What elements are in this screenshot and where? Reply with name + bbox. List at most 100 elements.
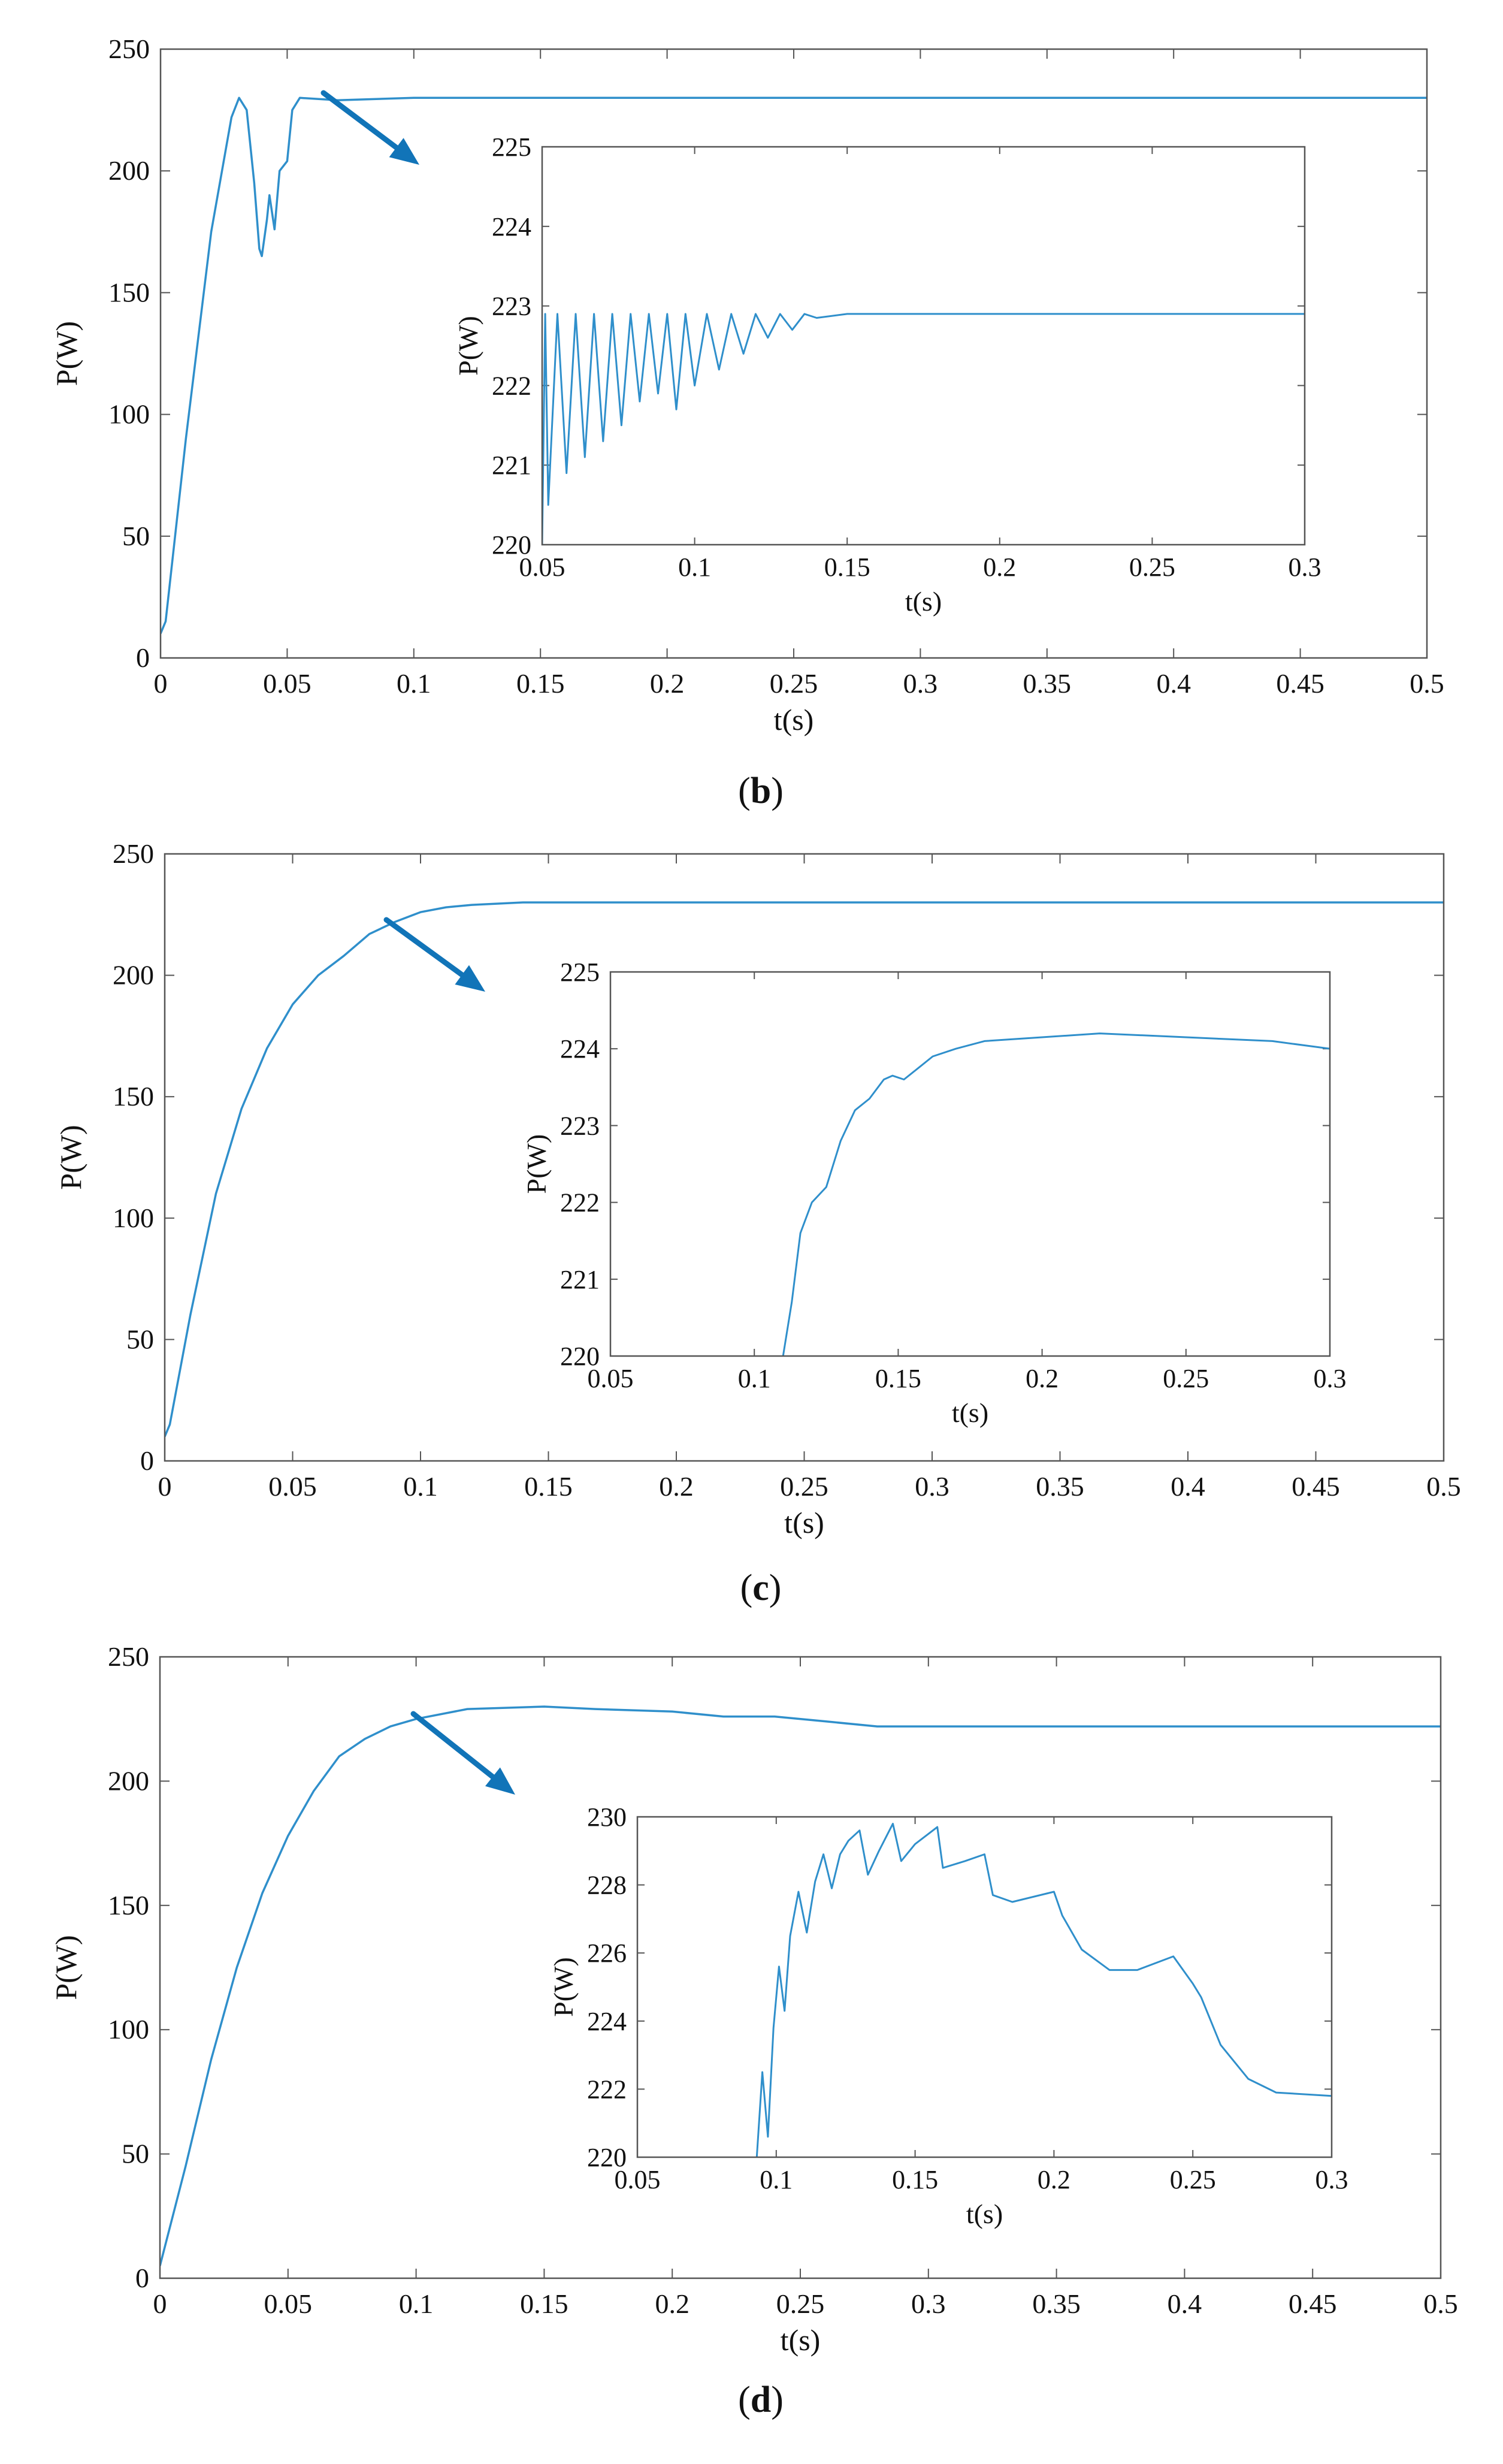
panel-c-main-x-tick-label: 0.2 [659, 1471, 694, 1502]
panel-d-main-x-axis-label: t(s) [781, 2323, 821, 2357]
panel-b-inset-plot-area [542, 147, 1305, 545]
panel-b-main-series-line [161, 96, 1427, 635]
panel-b-main-y-tick-label: 200 [108, 155, 150, 186]
panel-b-inset-y-tick-label: 221 [492, 451, 531, 480]
panel-c-main-y-tick-label: 50 [126, 1324, 154, 1354]
panel-caption: (b) [738, 771, 784, 811]
panel-c-main-axes-frame [164, 853, 1445, 1462]
panel-d-main-x-tick-label: 0 [153, 2288, 167, 2319]
panel-b-main-x-tick-label: 0.45 [1276, 668, 1324, 699]
panel-c-inset-x-axis-label: t(s) [952, 1397, 988, 1428]
panel-d-inset-y-tick-label: 230 [587, 1802, 627, 1832]
panel-b-main-x-tick-label: 0.3 [903, 668, 938, 699]
panel-b-inset-x-tick-label: 0.2 [983, 552, 1016, 582]
panel-c-inset-y-axis-label: P(W) [521, 1134, 552, 1194]
panel-c-main-y-tick-label: 100 [113, 1203, 154, 1233]
panel-c-inset-x-tick-label: 0.1 [738, 1364, 771, 1393]
panel-b-inset-x-axis-label: t(s) [905, 586, 942, 617]
panel-c-zoom-arrow-head [455, 965, 485, 992]
panel-c-inset-axes-frame [609, 971, 1331, 1357]
panel-d-inset-y-tick-label: 228 [587, 1871, 627, 1900]
panel-caption-letter: d [751, 2380, 771, 2420]
panel-c-main-y-tick-label: 200 [113, 960, 154, 991]
panel-b-inset-x-tick-label: 0.3 [1289, 552, 1321, 582]
panel-c-main-x-tick-label: 0.5 [1426, 1471, 1461, 1502]
panel-b-main-y-tick-label: 150 [108, 277, 150, 307]
panel-b-inset-y-tick-label: 225 [492, 132, 531, 162]
panel-c-inset-y-tick-label: 224 [560, 1034, 600, 1064]
panel-d-main-x-tick-label: 0.4 [1168, 2288, 1202, 2319]
panel-b-main-y-tick-label: 50 [122, 521, 150, 551]
panel-d-main-y-tick-label: 250 [108, 1641, 149, 1672]
panel-d-main-y-axis-label: P(W) [49, 1935, 83, 2000]
panel-b-main-x-tick-label: 0.15 [516, 668, 565, 699]
panel-c-main-y-axis-label: P(W) [54, 1125, 87, 1189]
panel-d-main-axes-frame [159, 1656, 1442, 2279]
panel-b-inset-y-tick-label: 223 [492, 292, 531, 321]
panel-b-main-x-tick-label: 0 [154, 668, 168, 699]
panel-d-main-x-tick-label: 0.25 [776, 2288, 825, 2319]
panel-d: 0 0.05 0.1 0.15 0.2 0.25 0.3 0.35 0.4 0.45 0.5 0 50 1… [49, 1641, 1458, 2420]
panel-b-zoom-arrow-head [389, 138, 419, 165]
panel-caption: (d) [738, 2380, 784, 2420]
panel-b-main-x-tick-label: 0.4 [1156, 668, 1191, 699]
panel-c-main-y-tick-label: 150 [113, 1081, 154, 1112]
panel-c-main-x-tick-label: 0.15 [524, 1471, 573, 1502]
panel-c-zoom-arrow-shaft [383, 917, 465, 978]
panel-d-inset-x-tick-label: 0.1 [760, 2165, 793, 2194]
panel-d-main-x-tick-label: 0.15 [520, 2288, 568, 2319]
panel-d-inset-x-tick-label: 0.2 [1038, 2165, 1070, 2194]
panel-c-main-x-tick-label: 0 [158, 1471, 172, 1502]
panel-d-main-x-tick-label: 0.5 [1423, 2288, 1458, 2319]
panel-d-inset-series-line [755, 1822, 1332, 2157]
panel-d-main-y-tick-label: 100 [108, 2014, 149, 2045]
panel-b-main-axes-frame [159, 48, 1428, 659]
panel-c-main-series-line [165, 901, 1444, 1438]
panel-d-main-series-line [160, 1705, 1441, 2266]
panel-d-inset-x-tick-label: 0.25 [1170, 2165, 1216, 2194]
panel-d-main-y-tick-label: 150 [108, 1890, 149, 1921]
panel-d-zoom-arrow-head [485, 1767, 515, 1795]
panel-b-main-y-tick-label: 100 [108, 399, 150, 430]
panel-b-main-y-tick-label: 250 [108, 34, 150, 64]
panel-d-main-x-tick-label: 0.35 [1032, 2288, 1081, 2319]
panel-b-inset-x-tick-label: 0.1 [678, 552, 711, 582]
panel-d-inset-x-axis-label: t(s) [966, 2199, 1003, 2229]
panel-b-main-x-tick-label: 0.35 [1023, 668, 1072, 699]
panel-c-inset-x-tick-label: 0.3 [1314, 1364, 1347, 1393]
panel-c-main-x-tick-label: 0.3 [915, 1471, 949, 1502]
panel-d-main-x-tick-label: 0.1 [399, 2288, 434, 2319]
panel-c-main-y-tick-label: 250 [113, 838, 154, 869]
panel-b-inset-y-tick-label: 220 [492, 530, 531, 560]
panel-caption-letter: b [751, 771, 771, 811]
panel-c-main-x-tick-label: 0.25 [780, 1471, 828, 1502]
panel-c-inset-x-tick-label: 0.05 [588, 1364, 634, 1393]
panel-c-inset-series-line [782, 1032, 1330, 1356]
panel-b-inset-axes-frame [541, 146, 1306, 546]
panel-d-main-y-tick-label: 200 [108, 1765, 149, 1796]
panel-b-main-x-tick-label: 0.2 [650, 668, 685, 699]
panel-d-main-x-tick-label: 0.3 [911, 2288, 946, 2319]
panel-d-main-x-tick-label: 0.45 [1289, 2288, 1337, 2319]
panel-b-main-x-tick-label: 0.05 [263, 668, 312, 699]
panel-caption-letter: c [752, 1568, 769, 1608]
panel-c-inset: 0.05 0.1 0.15 0.2 0.25 0.3 220 221 222 223 224 225 t… [521, 958, 1347, 1428]
panel-d-inset-y-tick-label: 222 [587, 2075, 627, 2104]
panel-b-main-y-tick-label: 0 [136, 642, 150, 673]
panel-b-main-x-tick-label: 0.5 [1410, 668, 1444, 699]
panel-c-main-x-tick-label: 0.45 [1292, 1471, 1340, 1502]
panel-c-main-x-tick-label: 0.35 [1036, 1471, 1084, 1502]
panel-d-main-y-tick-label: 50 [122, 2139, 149, 2169]
panel-c: 0 0.05 0.1 0.15 0.2 0.25 0.3 0.35 0.4 0.45 0.5 0 50 1… [54, 838, 1461, 1608]
panel-c-inset-y-tick-label: 223 [560, 1111, 600, 1140]
panel-d-zoom-arrow-shaft [410, 1711, 495, 1780]
panel-c-inset-y-tick-label: 220 [560, 1342, 600, 1371]
panel-b-main-y-axis-label: P(W) [50, 321, 83, 386]
panel-d-inset-x-tick-label: 0.3 [1315, 2165, 1348, 2194]
panel-b-inset-x-tick-label: 0.25 [1129, 552, 1175, 582]
panel-b-main-x-tick-label: 0.1 [397, 668, 431, 699]
panel-c-main-y-tick-label: 0 [140, 1445, 154, 1476]
panel-d-main-x-tick-label: 0.2 [655, 2288, 689, 2319]
panel-b-inset-y-tick-label: 224 [492, 212, 531, 241]
